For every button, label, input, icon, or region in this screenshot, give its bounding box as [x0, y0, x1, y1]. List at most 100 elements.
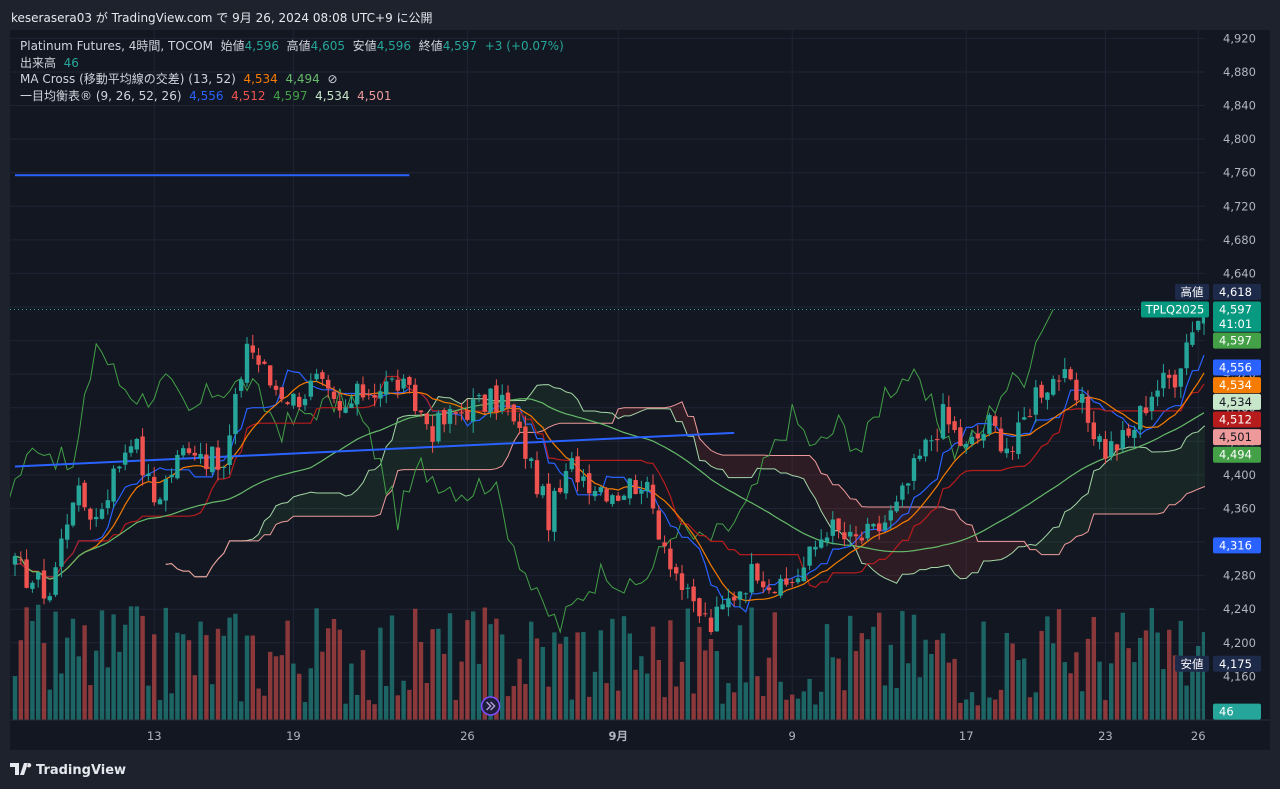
- volume-bar: [314, 608, 319, 720]
- cloud-segment: [264, 516, 271, 535]
- candle-body: [1085, 396, 1091, 423]
- cloud-segment: [293, 495, 300, 517]
- cloud-segment: [960, 519, 967, 579]
- grid-lines: [10, 30, 1205, 720]
- cloud-segment: [1006, 541, 1013, 557]
- candle-body: [795, 578, 801, 583]
- volume-bar: [656, 659, 661, 720]
- symbol-label[interactable]: Platinum Futures, 4時間, TOCOM: [20, 39, 213, 53]
- candle-body: [59, 538, 64, 567]
- cloud-segment: [577, 399, 584, 424]
- cloud-segment: [409, 415, 416, 470]
- volume-bar: [871, 626, 876, 720]
- volume-bar: [1051, 643, 1056, 720]
- candlestick-chart[interactable]: 4,920 4,880 4,840 4,800 4,760 4,720 4,680 4,640…: [0, 30, 1280, 750]
- candle-body: [627, 478, 632, 499]
- cloud-segment: [1192, 431, 1199, 492]
- volume-bar: [94, 650, 99, 720]
- price-label-lag: 4,597: [1213, 332, 1261, 349]
- tradingview-logo[interactable]: TradingView: [10, 763, 126, 778]
- legend-ohlc-row[interactable]: Platinum Futures, 4時間, TOCOM 始値4,596 高値4…: [20, 38, 564, 55]
- volume-bar: [436, 628, 441, 720]
- cloud-segment: [1082, 493, 1088, 536]
- cloud-segment: [954, 510, 961, 579]
- volume-bar: [575, 632, 580, 720]
- volume-bar: [1184, 685, 1189, 720]
- candle-body: [99, 509, 105, 519]
- candle-body: [1138, 406, 1143, 430]
- candle-body: [320, 372, 325, 380]
- candle-body: [743, 593, 748, 595]
- time-tick-label: 13: [147, 729, 162, 743]
- price-tick-label: 4,920: [1223, 31, 1256, 45]
- candle-body: [163, 478, 168, 501]
- candle-body: [355, 383, 360, 405]
- volume-bar: [418, 641, 424, 720]
- legend-ma-row[interactable]: MA Cross (移動平均線の交差) (13, 52) 4,534 4,494…: [20, 71, 564, 88]
- candle-body: [1126, 428, 1131, 436]
- cloud-segment: [334, 493, 340, 517]
- candle-body: [703, 613, 708, 615]
- cloud-segment: [281, 502, 288, 522]
- volume-bar: [679, 661, 685, 720]
- candle-body: [279, 387, 284, 400]
- volume-bar: [732, 692, 737, 720]
- volume-bar: [645, 673, 650, 720]
- candle-body: [546, 483, 551, 531]
- candle-body: [175, 454, 180, 479]
- volume-bar: [766, 657, 772, 720]
- volume-bar: [923, 639, 928, 720]
- volume-bar: [1085, 638, 1091, 720]
- candle-body: [749, 564, 754, 593]
- candle-body: [964, 443, 969, 448]
- volume-bar: [70, 618, 76, 720]
- candle-body: [30, 582, 35, 589]
- volume-bar: [882, 685, 888, 720]
- cloud-segment: [821, 473, 827, 521]
- candle-body: [737, 591, 743, 600]
- volume-bar: [123, 624, 128, 720]
- candle-body: [1109, 441, 1114, 457]
- volume-value: 46: [63, 55, 79, 70]
- price-label-value: 4,494: [1219, 448, 1252, 462]
- volume-bar: [268, 651, 273, 720]
- candle-body: [778, 578, 783, 596]
- ichimoku-label: 一目均衡表® (9, 26, 52, 26): [20, 88, 182, 103]
- chart-pane[interactable]: 4,920 4,880 4,840 4,800 4,760 4,720 4,680 4,640…: [0, 30, 1280, 750]
- price-label-value: 4,597: [1219, 334, 1252, 348]
- candle-body: [215, 447, 221, 470]
- cloud-segment: [595, 411, 601, 424]
- hidden-eye-icon[interactable]: ⊘: [327, 72, 338, 86]
- cloud-segment: [386, 440, 392, 497]
- candle-body: [314, 373, 319, 380]
- candle-body: [447, 409, 453, 424]
- volume-bar: [1109, 663, 1114, 720]
- volume-bar: [117, 651, 122, 720]
- volume-bar: [604, 683, 609, 720]
- cloud-segment: [1122, 447, 1129, 514]
- candle-body: [534, 460, 540, 495]
- candle-body: [1080, 393, 1085, 403]
- volume-bar: [558, 643, 563, 720]
- candle-body: [471, 399, 476, 422]
- close-value: 4,597: [442, 39, 478, 53]
- candle-body: [76, 485, 81, 506]
- cloud-segment: [983, 541, 990, 562]
- candle-body: [18, 559, 23, 561]
- candle-body: [413, 384, 418, 412]
- legend-volume-row[interactable]: 出来高 46: [20, 55, 564, 72]
- candle-body: [1149, 396, 1154, 411]
- volume-bar: [413, 608, 418, 720]
- volume-bar: [610, 618, 615, 720]
- candle-body: [784, 578, 789, 585]
- footer: TradingView: [0, 750, 1280, 789]
- volume-bar: [1103, 700, 1108, 720]
- legend-ichimoku-row[interactable]: 一目均衡表® (9, 26, 52, 26) 4,556 4,512 4,597…: [20, 88, 564, 105]
- candle-body: [233, 394, 238, 435]
- price-tick-label: 4,640: [1223, 266, 1256, 280]
- cloud-segment: [397, 416, 404, 471]
- candle-body: [1051, 378, 1056, 395]
- price-label-value: 4,512: [1219, 412, 1252, 426]
- volume-bar: [1132, 662, 1137, 720]
- candle-body: [192, 452, 197, 456]
